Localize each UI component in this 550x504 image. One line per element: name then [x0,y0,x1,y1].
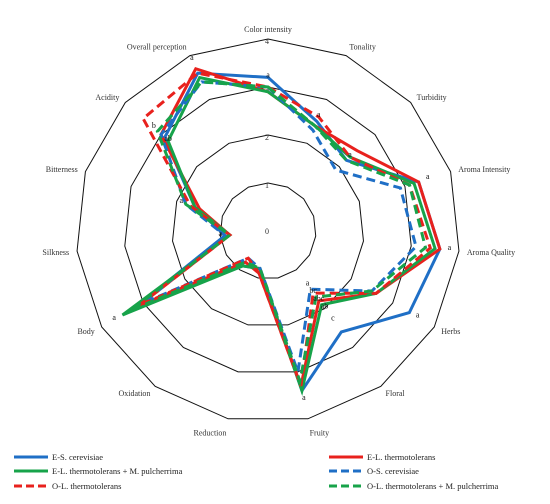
axis-label: Herbs [441,327,460,336]
tick-label: 0 [265,227,269,236]
significance-label: b [152,121,156,130]
significance-label: a [306,278,310,287]
significance-label: ab [164,134,172,143]
series-lines [121,66,442,397]
axis-label: Turbidity [417,93,447,102]
significance-label: a [179,196,183,205]
axis-label: Tonality [349,42,376,51]
significance-label: a [190,53,194,62]
legend-entry: E-L. thermotolerans [367,452,435,462]
legend-entry: E-S. cerevisiae [52,452,103,462]
axis-label: Aroma Intensity [458,165,510,174]
significance-label: a [112,313,116,322]
legend-entry: O-S. cerevisiae [367,466,419,476]
significance-label: a [426,172,430,181]
axis-label: Silkness [42,248,69,257]
legend-entry: E-L. thermotolerans + M. pulcherrima [52,466,183,476]
axis-label: Floral [386,389,406,398]
grid-ring-4 [76,38,460,420]
axis-label: Body [77,327,94,336]
significance-label: a [302,393,306,402]
legend-entry: O-L. thermotolerans [52,481,121,491]
series-line [138,71,433,387]
axis-label: Oxidation [118,389,150,398]
axis-labels: Color intensity Tonality Turbidity Aroma In… [42,25,515,438]
tick-label: 2 [265,133,269,142]
significance-label: abc [313,294,325,303]
significance-label: a [266,70,270,79]
tick-label: 3 [265,85,269,94]
grid-ring-3 [124,86,412,373]
axis-label: Aroma Quality [467,248,515,257]
significance-label: a [348,150,352,159]
axis-label: Bitterness [46,165,78,174]
series-line [129,80,428,387]
axis-label: Overall perception [127,42,187,51]
legend-entry: O-L. thermotolerans + M. pulcherrima [367,481,499,491]
axis-label: Color intensity [244,25,292,34]
significance-label: a [448,243,452,252]
radial-tick-labels: 0 1 2 3 4 [265,37,269,236]
axis-label: Fruity [310,429,330,438]
grid-ring-1 [219,182,317,279]
significance-label: a [416,310,420,319]
significance-label: ab [321,302,329,311]
significance-label: c [331,313,335,322]
tick-label: 4 [265,37,269,46]
axis-label: Reduction [194,429,227,438]
legend: E-S. cerevisiae E-L. thermotolerans E-L. t… [14,452,499,491]
significance-label: bc [309,286,317,295]
significance-label: a [218,229,222,238]
significance-label: a [317,110,321,119]
axis-label: Acidity [95,93,119,102]
tick-label: 1 [265,181,269,190]
series-line [138,66,442,392]
